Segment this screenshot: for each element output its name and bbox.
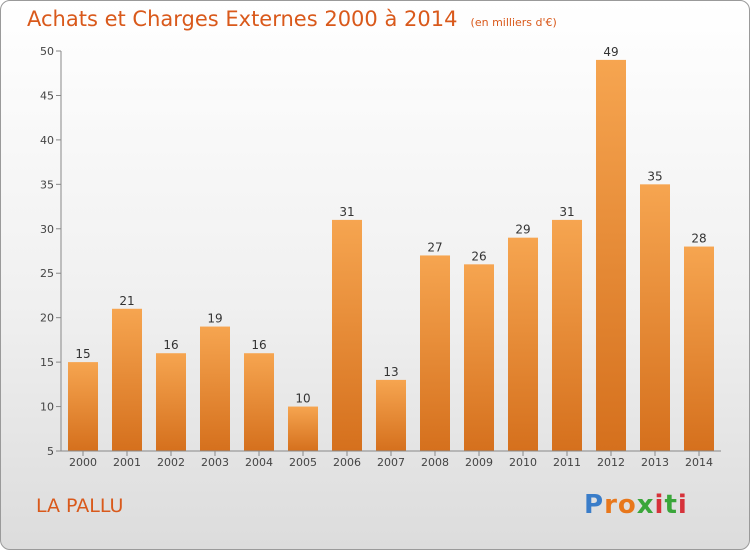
x-tick-label: 2002 (157, 456, 185, 469)
bar-value-label: 19 (207, 312, 222, 326)
x-tick-label: 2012 (597, 456, 625, 469)
x-tick-label: 2007 (377, 456, 405, 469)
bar-2007[interactable] (376, 379, 406, 451)
commune-name: LA PALLU (36, 495, 124, 517)
y-tick-label: 25 (40, 267, 54, 280)
bar-2014[interactable] (684, 246, 714, 451)
chart-subtitle: (en milliers d'€) (470, 16, 557, 29)
proxiti-logo[interactable]: Proxiti (584, 490, 688, 520)
x-tick-label: 2001 (113, 456, 141, 469)
x-tick-label: 2010 (509, 456, 537, 469)
y-tick-label: 5 (47, 445, 54, 458)
y-tick-label: 30 (40, 223, 54, 236)
bar-2001[interactable] (112, 308, 142, 451)
chart-title-row: Achats et Charges Externes 2000 à 2014 (… (27, 7, 557, 31)
y-tick-label: 45 (40, 89, 54, 102)
bar-value-label: 13 (383, 365, 398, 379)
x-tick-label: 2004 (245, 456, 273, 469)
x-tick-label: 2003 (201, 456, 229, 469)
bar-2002[interactable] (156, 353, 186, 451)
bar-value-label: 49 (603, 45, 618, 59)
bar-value-label: 16 (251, 338, 266, 352)
bar-2000[interactable] (68, 362, 98, 451)
bar-2010[interactable] (508, 237, 538, 451)
bar-value-label: 29 (515, 223, 530, 237)
bar-value-label: 15 (75, 347, 90, 361)
bar-2003[interactable] (200, 326, 230, 451)
bar-value-label: 26 (471, 249, 486, 263)
logo-letter: i (654, 490, 665, 520)
y-tick-label: 15 (40, 356, 54, 369)
logo-letter: t (664, 490, 678, 520)
bar-value-label: 35 (647, 169, 662, 183)
bars-group: 15 21 16 19 16 10 31 13 27 26 29 31 49 35 28 (68, 45, 714, 452)
x-tick-label: 2009 (465, 456, 493, 469)
y-tick-label: 20 (40, 312, 54, 325)
logo-letter: o (617, 490, 637, 520)
chart-title: Achats et Charges Externes 2000 à 2014 (27, 7, 458, 31)
bar-2004[interactable] (244, 353, 274, 451)
y-tick-label: 50 (40, 45, 54, 58)
bar-2011[interactable] (552, 219, 582, 451)
bar-value-label: 31 (559, 205, 574, 219)
y-tick-label: 35 (40, 178, 54, 191)
bar-value-label: 16 (163, 338, 178, 352)
x-tick-label: 2013 (641, 456, 669, 469)
x-tick-label: 2011 (553, 456, 581, 469)
logo-letter: P (584, 490, 605, 520)
bar-value-label: 27 (427, 240, 442, 254)
bar-2005[interactable] (288, 406, 318, 451)
bar-2012[interactable] (596, 59, 626, 452)
y-tick-label: 40 (40, 134, 54, 147)
bar-2009[interactable] (464, 264, 494, 451)
x-tick-label: 2000 (69, 456, 97, 469)
bar-2013[interactable] (640, 184, 670, 452)
bar-value-label: 28 (691, 232, 706, 246)
y-tick-label: 10 (40, 401, 54, 414)
bar-value-label: 10 (295, 392, 310, 406)
x-tick-label: 2006 (333, 456, 361, 469)
x-tick-label: 2005 (289, 456, 317, 469)
bar-2006[interactable] (332, 219, 362, 451)
bar-value-label: 31 (339, 205, 354, 219)
x-tick-label: 2014 (685, 456, 713, 469)
logo-letter: i (677, 490, 688, 520)
bar-value-label: 21 (119, 294, 134, 308)
y-axis: 5 10 15 20 25 30 35 40 45 50 (40, 45, 62, 458)
x-axis: 2000 2001 2002 2003 2004 2005 2006 2007 2008 2009… (61, 450, 721, 469)
logo-letter: x (636, 490, 655, 520)
logo-letter: r (604, 490, 618, 520)
bar-2008[interactable] (420, 255, 450, 451)
x-tick-label: 2008 (421, 456, 449, 469)
